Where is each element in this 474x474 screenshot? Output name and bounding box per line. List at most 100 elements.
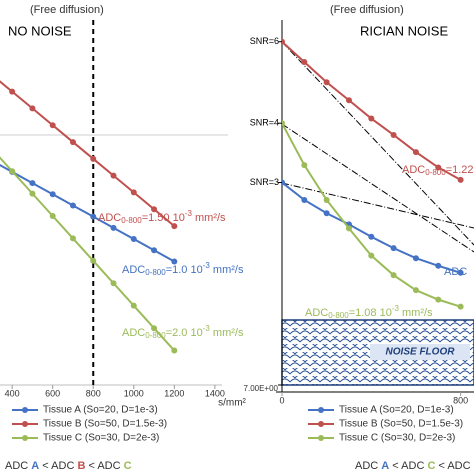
data-point [345, 97, 352, 104]
legend-label: Tissue B (So=50, D=1.5e-3) [43, 419, 167, 430]
series-line [0, 163, 175, 263]
data-point [9, 168, 16, 175]
data-point [457, 303, 464, 310]
noise-floor-label-bg [370, 344, 470, 360]
data-point [151, 325, 158, 332]
annotation-part: ADC [402, 164, 425, 176]
series-line [0, 156, 176, 352]
legend-marker [22, 407, 28, 413]
annotation-part: ADC [305, 307, 328, 319]
data-point [171, 347, 178, 354]
data-point [130, 189, 137, 196]
legend-label: Tissue C (So=30, D=2e-3) [339, 433, 455, 444]
subtitle: (Free diffusion) [30, 4, 104, 16]
comparison-part: < ADC [39, 460, 77, 472]
annotation-part: mm²/s [399, 307, 433, 319]
tangent-line [282, 123, 474, 253]
x-tick-label: 400 [5, 388, 20, 398]
x-axis-label: s/mm² [218, 398, 246, 409]
annotation-part: 0-800 [121, 216, 142, 225]
data-point [323, 196, 330, 203]
legend-label: Tissue A (So=20, D=1e-3) [43, 405, 158, 416]
subtitle: (Free diffusion) [330, 4, 404, 16]
legend-label: Tissue B (So=50, D=1.5e-3) [339, 419, 463, 430]
comparison-part: C [427, 460, 435, 472]
data-point [130, 236, 137, 243]
data-point [412, 255, 419, 262]
data-point [368, 252, 375, 259]
annotation-part: 0-800 [145, 268, 166, 277]
tangent-line [282, 41, 474, 246]
comparison: ADC A < ADC C < ADC [355, 460, 471, 472]
legend-marker [318, 421, 324, 427]
snr-label: SNR=3 [250, 177, 279, 187]
data-point [69, 202, 76, 209]
data-point [301, 196, 308, 203]
x-tick-label: 600 [45, 388, 60, 398]
annotation-part: 0-800 [328, 311, 349, 320]
data-point [282, 179, 285, 186]
annotation: ADC [444, 266, 467, 278]
comparison-part: C [124, 460, 132, 472]
series-group [0, 80, 178, 354]
data-point [171, 223, 178, 230]
data-point [323, 210, 330, 217]
data-point [368, 115, 375, 122]
data-point [130, 302, 137, 309]
legend-marker [22, 435, 28, 441]
legend-marker [318, 435, 324, 441]
data-point [49, 122, 56, 129]
x-tick-label: 1200 [164, 388, 184, 398]
plot-layer: 400 600 800 1000 1200 1400 Tissue A (So=20, D=… [0, 20, 474, 472]
legend-label: Tissue A (So=20, D=1e-3) [339, 405, 454, 416]
data-point [171, 258, 178, 265]
legend-marker [318, 407, 324, 413]
comparison-part: < ADC [85, 460, 123, 472]
annotation-part: =2.0 10 [166, 327, 203, 339]
comparison-part: < ADC [435, 460, 470, 472]
data-point [151, 247, 158, 254]
data-point [412, 287, 419, 294]
annotation-part: =1.0 10 [166, 264, 203, 276]
data-point [301, 59, 308, 66]
data-point [301, 162, 308, 169]
annotation-part: 0-800 [425, 168, 446, 177]
data-point [90, 213, 97, 220]
annotation-part: 0-800 [145, 331, 166, 340]
comparison-part: B [77, 460, 85, 472]
x-tick-label: 1000 [124, 388, 144, 398]
annotation-part: ADC [98, 212, 121, 224]
data-point [90, 155, 97, 162]
data-point [345, 225, 352, 232]
x-tick-label: 1400 [205, 388, 225, 398]
annotation-part: mm²/s [192, 212, 226, 224]
y-tick-label: 7.00E+00 [244, 384, 279, 393]
annotation: ADC0-800=2.0 10-3 mm²/s [122, 324, 244, 340]
tangent-lines [282, 41, 474, 253]
data-point [390, 272, 397, 279]
data-point [29, 180, 36, 187]
data-point [151, 206, 158, 213]
annotation-part: mm²/s [210, 264, 244, 276]
annotation-part: mm²/s [210, 327, 244, 339]
data-point [29, 105, 36, 112]
legend-label: Tissue C (So=30, D=2e-3) [43, 433, 159, 444]
annotation-part: -3 [185, 209, 193, 218]
data-point [323, 79, 330, 86]
chart-title: NO NOISE [8, 23, 72, 38]
annotation: ADC0-800=1.50 10-3 mm²/s [98, 209, 226, 225]
comparison-part: ADC [5, 460, 31, 472]
annotation-part: ADC [122, 264, 145, 276]
data-point [368, 233, 375, 240]
data-point [90, 257, 97, 264]
comparison-part: A [381, 460, 389, 472]
annotation-part: ADC [444, 266, 467, 278]
x-tick-label: 800 [453, 395, 468, 405]
data-point [435, 164, 442, 171]
chart-title: RICIAN NOISE [360, 23, 448, 38]
comparison-part: A [31, 460, 39, 472]
comparison: ADC A < ADC B < ADC C [5, 460, 132, 472]
annotation-part: -3 [203, 324, 211, 333]
